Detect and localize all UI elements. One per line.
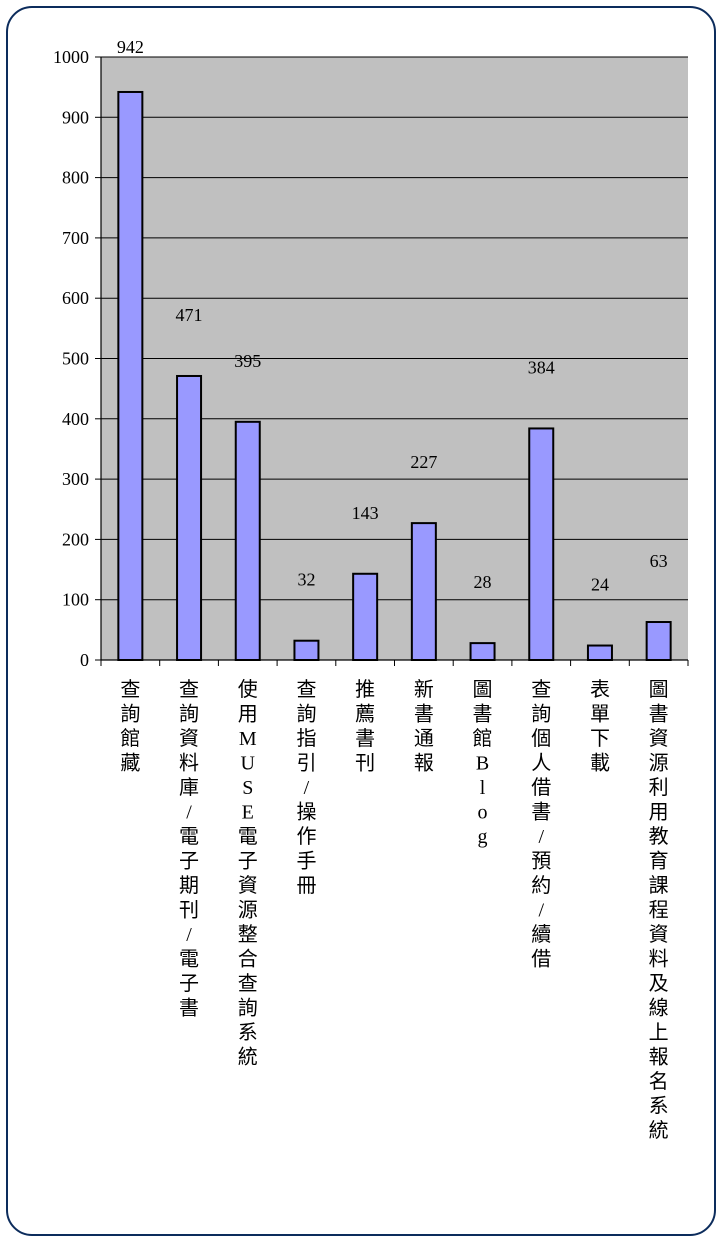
- x-category-label: 查詢個人借書/預約/續借: [531, 678, 551, 971]
- y-tick-label: 1000: [53, 47, 89, 67]
- bar: [469, 642, 496, 662]
- data-label: 143: [352, 503, 379, 523]
- data-label: 942: [117, 37, 144, 57]
- x-category-label: 新書通報: [414, 678, 434, 775]
- x-category-label: 查詢館藏: [120, 678, 140, 775]
- y-tick-label: 200: [62, 529, 89, 549]
- bar: [352, 572, 379, 661]
- y-tick-label: 0: [80, 650, 89, 670]
- x-category-label: 查詢指引/操作手冊: [296, 678, 316, 897]
- y-tick-label: 900: [62, 107, 89, 127]
- y-tick-label: 700: [62, 228, 89, 248]
- x-category-label: 使用 M U S E 電子資源整合查詢系統: [238, 678, 258, 1069]
- bar: [586, 644, 613, 662]
- x-category-label: 查詢資料庫/電子期刊/電子書: [179, 678, 199, 1020]
- data-label: 395: [234, 351, 261, 371]
- x-category-label: 推薦書刊: [355, 678, 375, 775]
- bar: [645, 621, 672, 661]
- bar: [176, 374, 203, 661]
- y-axis-ticks: 0 100 200 300 400 500 600 700 800 900 1000: [53, 47, 101, 670]
- data-label: 384: [528, 357, 555, 377]
- data-label: 471: [176, 305, 203, 325]
- data-label: 63: [650, 551, 668, 571]
- x-axis-labels: 查詢館藏 查詢資料庫/電子期刊/電子書 使用 M U S E 電子資源整合查詢系統 查詢指引/操…: [120, 678, 668, 1142]
- data-label: 32: [297, 570, 315, 590]
- bar: [117, 90, 144, 661]
- y-tick-label: 600: [62, 288, 89, 308]
- data-label: 24: [591, 575, 609, 595]
- y-tick-label: 500: [62, 349, 89, 369]
- y-tick-label: 100: [62, 590, 89, 610]
- y-tick-label: 800: [62, 168, 89, 188]
- y-tick-label: 400: [62, 409, 89, 429]
- bar: [528, 427, 555, 661]
- gridlines: [101, 56, 688, 601]
- bar: [293, 639, 320, 661]
- data-label: 227: [410, 452, 437, 472]
- x-category-label: 圖書資源利用教育課程資料及線上報名系統: [649, 679, 669, 1142]
- y-tick-label: 300: [62, 469, 89, 489]
- bar: [410, 522, 437, 662]
- data-label: 28: [474, 572, 492, 592]
- x-category-label: 表單下載: [590, 678, 610, 775]
- bars: [117, 90, 672, 662]
- data-labels: 942 471 395 32 143 227 28 384 24 63: [117, 37, 668, 595]
- bar: [234, 420, 261, 661]
